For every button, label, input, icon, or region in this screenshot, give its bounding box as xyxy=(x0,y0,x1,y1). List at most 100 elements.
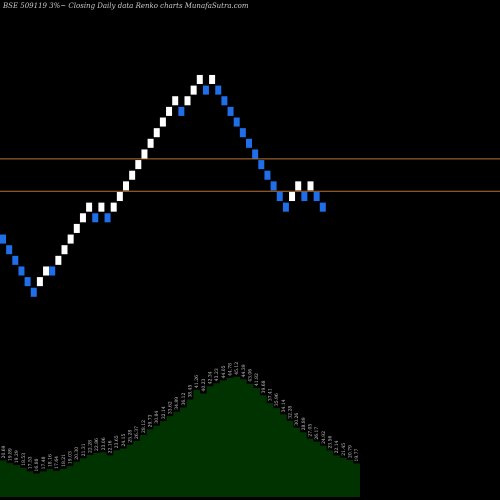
volume-label: 35.96 xyxy=(274,393,280,406)
volume-label: 20.69 xyxy=(1,445,7,458)
renko-brick xyxy=(92,213,99,223)
volume-label: 34.14 xyxy=(281,399,287,412)
volume-label: 45.12 xyxy=(234,362,240,375)
renko-brick xyxy=(252,149,259,159)
volume-label: 19.89 xyxy=(8,448,14,461)
volume-label: 40.23 xyxy=(201,378,207,391)
renko-brick xyxy=(98,202,105,212)
volume-label: 17.53 xyxy=(28,456,34,469)
volume-label: 41.82 xyxy=(254,373,260,386)
renko-brick xyxy=(86,202,93,212)
renko-brick xyxy=(43,266,50,276)
volume-label: 25.28 xyxy=(128,430,134,443)
renko-brick xyxy=(184,96,191,106)
renko-brick xyxy=(129,170,136,180)
renko-brick xyxy=(282,202,289,212)
renko-brick xyxy=(110,202,117,212)
volume-label: 28.12 xyxy=(141,420,147,433)
volume-label: 36.12 xyxy=(181,393,187,406)
volume-label: 26.17 xyxy=(314,427,320,440)
volume-label: 43.06 xyxy=(248,369,254,382)
volume-label: 44.39 xyxy=(241,364,247,377)
renko-brick xyxy=(289,191,296,202)
renko-brick xyxy=(12,255,19,265)
volume-label: 38.45 xyxy=(188,385,194,398)
renko-brick xyxy=(202,85,209,95)
volume-label: 20.30 xyxy=(74,447,80,460)
renko-brick xyxy=(159,117,166,127)
renko-brick xyxy=(178,106,185,116)
volume-label: 23.06 xyxy=(101,437,107,450)
volume-label: 21.45 xyxy=(341,443,347,456)
renko-brick xyxy=(61,245,68,255)
volume-label: 32.14 xyxy=(161,406,167,419)
renko-brick xyxy=(153,128,160,138)
volume-label: 27.05 xyxy=(308,424,314,437)
volume-label: 22.14 xyxy=(334,440,340,453)
renko-brick xyxy=(30,287,37,297)
volume-label: 33.62 xyxy=(168,401,174,414)
renko-bricks xyxy=(0,74,326,297)
renko-brick xyxy=(55,255,62,265)
renko-brick xyxy=(227,106,234,116)
volume-label: 19.77 xyxy=(354,449,360,462)
volume-label: 24.92 xyxy=(321,431,327,444)
volume-label: 23.65 xyxy=(114,435,120,448)
volume-label: 23.56 xyxy=(328,436,334,449)
renko-brick xyxy=(6,245,13,255)
renko-brick xyxy=(276,191,283,202)
volume-label: 41.26 xyxy=(194,375,200,388)
renko-brick xyxy=(190,85,197,95)
volume-label: 37.41 xyxy=(268,388,274,401)
volume-label: 17.48 xyxy=(41,456,47,469)
volume-label: 18.53 xyxy=(21,453,27,466)
renko-brick xyxy=(36,277,43,287)
renko-brick xyxy=(221,96,228,106)
volume-label: 21.31 xyxy=(81,443,87,456)
renko-brick xyxy=(67,234,74,244)
renko-brick xyxy=(123,181,129,191)
volume-label: 26.37 xyxy=(134,426,140,439)
volume-label: 42.34 xyxy=(208,371,214,384)
renko-brick xyxy=(233,117,240,127)
volume-label: 19.29 xyxy=(14,450,20,463)
volume-label: 44.05 xyxy=(221,365,227,378)
renko-brick xyxy=(196,74,203,84)
volume-label: 22.16 xyxy=(108,440,114,453)
renko-brick xyxy=(49,266,56,276)
renko-brick xyxy=(313,191,320,202)
renko-brick xyxy=(295,181,302,191)
volume-label: 19.03 xyxy=(68,451,74,464)
renko-brick xyxy=(215,85,222,95)
renko-brick xyxy=(116,191,123,202)
volume-label: 44.78 xyxy=(228,363,234,376)
volume-label: 16.88 xyxy=(34,458,40,471)
renko-brick xyxy=(264,170,271,180)
volume-area-path xyxy=(0,376,360,497)
volume-labels: 20.69 19.89 19.29 18.53 17.53 16.88 17.48 18.16… xyxy=(1,362,360,472)
renko-brick xyxy=(24,277,31,287)
renko-brick xyxy=(246,138,252,148)
renko-brick xyxy=(319,202,326,212)
volume-label: 22.86 xyxy=(94,438,100,451)
chart-title: BSE 509119 3%~ Closing Daily data Renko … xyxy=(3,2,249,10)
renko-brick xyxy=(147,138,154,148)
renko-brick xyxy=(135,160,142,170)
volume-label: 30.26 xyxy=(294,413,300,426)
renko-brick xyxy=(258,160,265,170)
volume-label: 17.64 xyxy=(54,456,60,469)
renko-brick xyxy=(0,234,6,244)
resistance-lines xyxy=(0,158,500,192)
volume-label: 39.68 xyxy=(261,380,267,393)
volume-label: 24.15 xyxy=(121,434,127,447)
volume-label: 43.23 xyxy=(214,368,220,381)
renko-brick xyxy=(166,106,173,116)
renko-brick xyxy=(239,128,246,138)
volume-label: 18.16 xyxy=(48,454,54,467)
volume-label: 34.89 xyxy=(174,397,180,410)
renko-brick xyxy=(270,181,277,191)
volume-label: 28.89 xyxy=(301,417,307,430)
renko-brick xyxy=(18,266,25,276)
volume-label: 18.21 xyxy=(61,454,67,467)
renko-brick xyxy=(209,74,216,84)
